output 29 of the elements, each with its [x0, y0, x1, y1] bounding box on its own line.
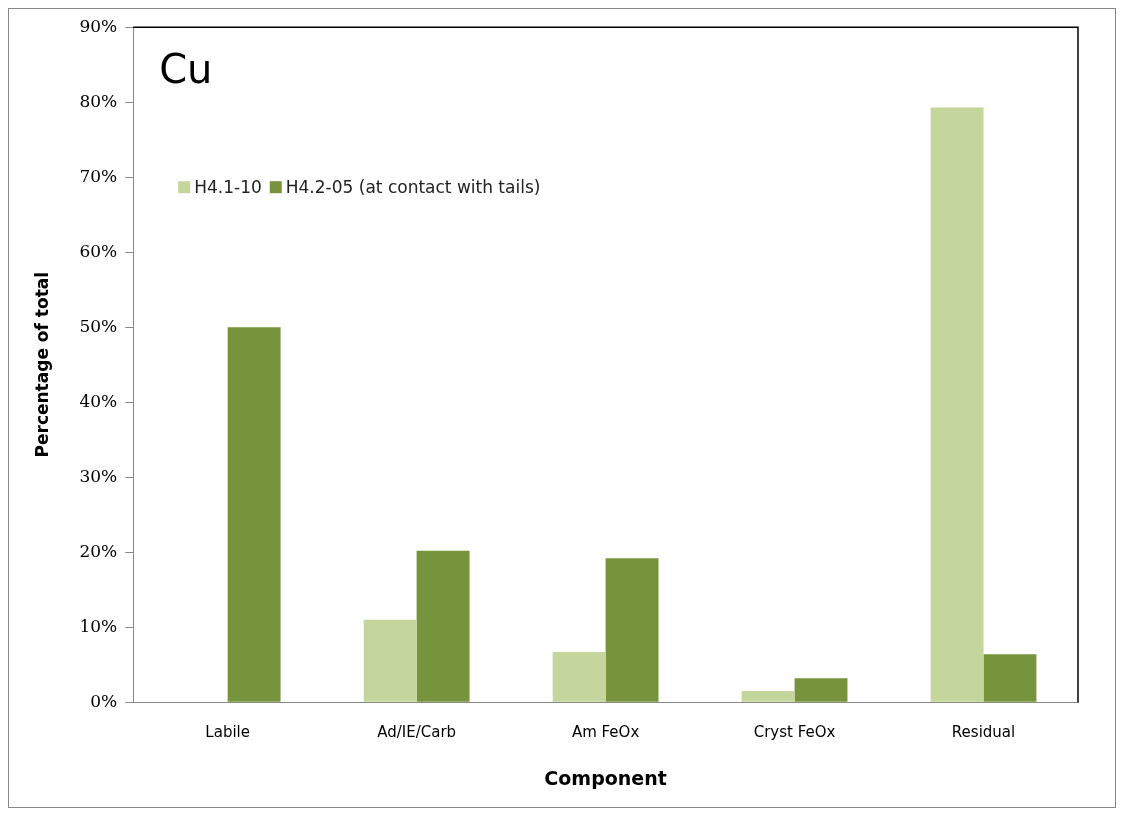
y-tick-label: 70%: [79, 165, 118, 186]
x-tick-label: Cryst FeOx: [753, 723, 836, 742]
x-tick-label: Am FeOx: [571, 723, 640, 742]
y-tick-label: 30%: [79, 465, 118, 486]
y-tick-label: 50%: [79, 315, 118, 336]
bar: [930, 107, 984, 702]
y-tick-label: 40%: [79, 390, 118, 411]
y-tick-label: 60%: [79, 240, 118, 261]
bar: [363, 619, 417, 702]
y-tick-label: 20%: [79, 540, 118, 561]
y-axis-title: Percentage of total: [31, 271, 52, 458]
y-tick-label: 0%: [90, 690, 118, 711]
x-tick-label: Residual: [951, 723, 1016, 742]
text: Cu: [159, 46, 213, 93]
y-tick-label: 80%: [79, 90, 118, 111]
bar: [983, 654, 1037, 702]
bar: [741, 690, 795, 702]
bar: [416, 550, 470, 702]
bar: [605, 558, 659, 702]
x-tick-label: Ad/IE/Carb: [377, 723, 457, 742]
x-tick-label: Labile: [205, 723, 250, 742]
bar: [552, 651, 606, 702]
x-axis-title: Component: [544, 766, 667, 789]
bar: [227, 327, 281, 702]
legend-label: H4.2-05 (at contact with tails): [285, 176, 541, 197]
y-tick-label: 90%: [79, 15, 118, 36]
y-tick-label: 10%: [79, 615, 118, 636]
legend-label: H4.1-10: [194, 176, 262, 197]
bar: [794, 678, 848, 702]
